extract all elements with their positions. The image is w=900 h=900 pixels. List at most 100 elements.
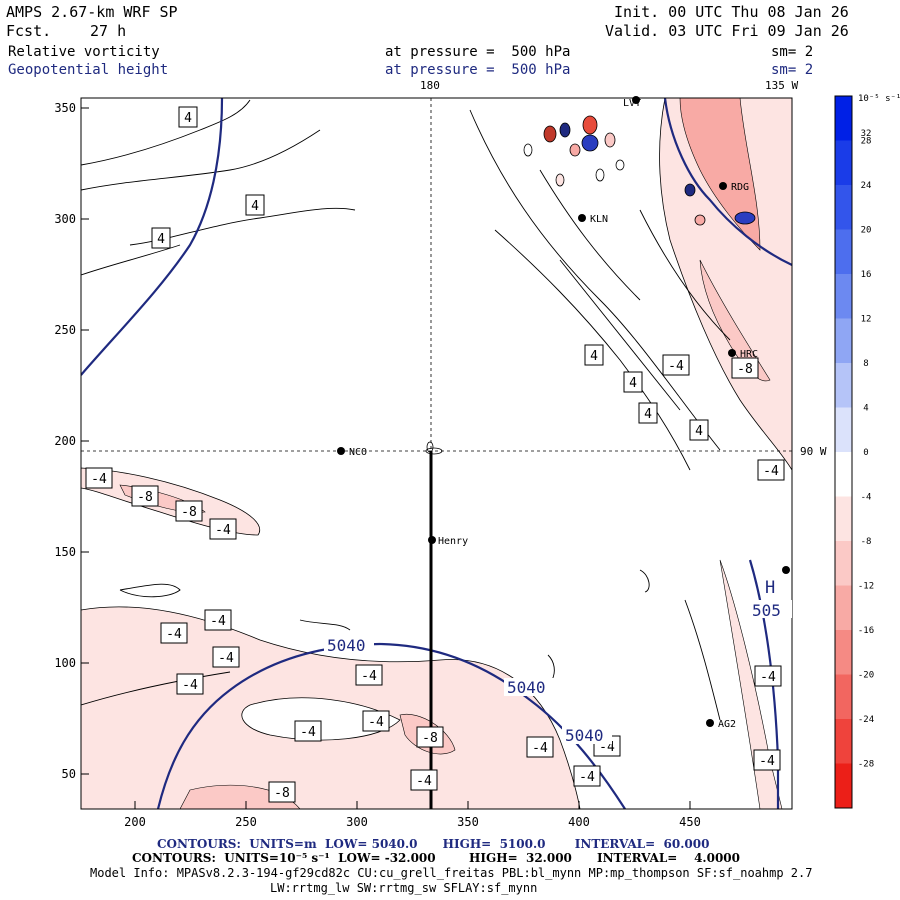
- x-axis: 200 250 300 350 400 450: [124, 801, 701, 829]
- colorbar-swatch: [835, 318, 852, 363]
- station-dot: [337, 447, 345, 455]
- vorticity-label: -4: [759, 754, 775, 769]
- vorticity-contour-info: CONTOURS: UNITS=10⁻⁵ s⁻¹ LOW= -32.000 HI…: [132, 851, 740, 865]
- colorbar-swatch: [835, 719, 852, 764]
- vorticity-label: 4: [644, 407, 652, 422]
- station-dot: [782, 566, 790, 574]
- height-contour-info: CONTOURS: UNITS=m LOW= 5040.0 HIGH= 5100…: [157, 838, 709, 850]
- colorbar-swatch: [835, 185, 852, 230]
- model-title: AMPS 2.67-km WRF SP: [6, 3, 178, 21]
- height-contour-high: 5100.0: [499, 837, 546, 851]
- colorbar-tick-label: 20: [861, 226, 872, 236]
- vorticity-label: -4: [215, 523, 231, 538]
- colorbar: 28 24 20 16 12 8 4 0 -4 -8 -12 -16 -20 -24 -28 32: [834, 95, 874, 809]
- colorbar-tick-label: 12: [861, 315, 872, 325]
- y-axis: 350 300 250 200 150 100 50: [54, 101, 89, 781]
- height-contour-labels: 5040 5040 5040: [324, 636, 612, 745]
- y-tick-label: 350: [54, 101, 76, 115]
- vorticity-label: -4: [668, 359, 684, 374]
- vorticity-label: -8: [737, 362, 753, 377]
- colorbar-swatch: [835, 140, 852, 185]
- vorticity-label: -4: [579, 770, 595, 785]
- colorbar-swatch: [835, 585, 852, 630]
- vorticity-label: -4: [532, 741, 548, 756]
- height-label: 5040: [507, 678, 546, 697]
- vorticity-label: 4: [157, 232, 165, 247]
- station-dot: [706, 719, 714, 727]
- high-value: 505: [752, 601, 781, 620]
- x-tick-label: 450: [679, 815, 701, 829]
- colorbar-swatch: [835, 763, 852, 808]
- x-tick-label: 400: [568, 815, 590, 829]
- colorbar-tick-label: -28: [858, 760, 874, 770]
- colorbar-tick-label: 24: [861, 181, 872, 191]
- vorticity-label: -8: [181, 505, 197, 520]
- height-contour-low: 5040.0: [371, 837, 418, 851]
- model-info-physics: LW:rrtmg_lw SW:rrtmg_sw SFLAY:sf_mynn: [270, 881, 538, 895]
- x-tick-label: 350: [457, 815, 479, 829]
- model-info: Model Info: MPASv8.2.3-194-gf29cd82c CU:…: [90, 866, 813, 880]
- station-dot: [578, 214, 586, 222]
- vorticity-label: 4: [184, 111, 192, 126]
- vorticity-label: 4: [590, 349, 598, 364]
- station-label: RDG: [731, 182, 749, 193]
- colorbar-tick-label: -20: [858, 671, 874, 681]
- height-contour-units: CONTOURS: UNITS=m LOW=: [157, 837, 368, 851]
- field1-smoothing: sm= 2: [771, 44, 814, 60]
- station-label: LVT: [623, 98, 641, 109]
- vorticity-cluster: [523, 115, 756, 226]
- high-pressure-marker: H 505: [752, 578, 792, 620]
- plot-frame: [80, 97, 793, 810]
- colorbar-tick-label: 28: [861, 137, 872, 147]
- vorticity-label: -4: [91, 472, 107, 487]
- vorticity-label: -8: [137, 490, 153, 505]
- south-pole-symbol: [425, 441, 443, 455]
- vorticity-label: -4: [763, 464, 779, 479]
- field2-name: Geopotential height: [8, 62, 169, 78]
- height-contour-interval-label: INTERVAL=: [574, 837, 656, 851]
- colorbar-swatch: [835, 630, 852, 675]
- vorticity-label: -8: [274, 786, 290, 801]
- colorbar-tick-label: -12: [858, 582, 874, 592]
- height-contour-interval: 60.000: [663, 837, 710, 851]
- colorbar-tick-label: -8: [861, 537, 872, 547]
- lon-label-135w: 135 W: [765, 79, 799, 92]
- lon-label-180: 180: [420, 79, 440, 92]
- x-tick-label: 200: [124, 815, 146, 829]
- colorbar-swatch: [835, 407, 852, 452]
- field2-smoothing: sm= 2: [771, 62, 814, 78]
- colorbar-unit: 10⁻⁵ s⁻¹: [858, 94, 900, 104]
- vorticity-label: -4: [416, 774, 432, 789]
- vorticity-label: -4: [166, 627, 182, 642]
- y-tick-label: 150: [54, 545, 76, 559]
- station-label: NCO: [349, 447, 367, 458]
- y-tick-label: 300: [54, 212, 76, 226]
- station-markers: [337, 96, 790, 727]
- colorbar-swatch: [835, 274, 852, 319]
- vorticity-label: -4: [210, 614, 226, 629]
- vorticity-label: -8: [422, 731, 438, 746]
- height-contour-high-label: HIGH=: [442, 837, 492, 851]
- negative-vorticity-shading: [679, 98, 761, 251]
- height-label: 5040: [565, 726, 604, 745]
- valid-time: Valid. 03 UTC Fri 09 Jan 26: [605, 22, 849, 40]
- vorticity-label: -4: [218, 651, 234, 666]
- x-tick-label: 300: [346, 815, 368, 829]
- colorbar-swatch: [835, 96, 852, 141]
- colorbar-tick-label: 0: [863, 448, 868, 458]
- colorbar-tick-label: -16: [858, 626, 874, 636]
- vorticity-label: 4: [629, 376, 637, 391]
- station-dot: [719, 182, 727, 190]
- station-label: Henry: [438, 536, 468, 547]
- colorbar-tick-label: -24: [858, 715, 874, 725]
- field2-level: at pressure = 500 hPa: [385, 62, 571, 78]
- forecast-hours: 27 h: [90, 22, 127, 40]
- y-tick-label: 50: [62, 767, 76, 781]
- vorticity-label: -4: [300, 725, 316, 740]
- height-label: 5040: [327, 636, 366, 655]
- high-letter: H: [765, 578, 775, 598]
- y-tick-label: 100: [54, 656, 76, 670]
- colorbar-swatch: [835, 229, 852, 274]
- colorbar-tick-label: -4: [861, 493, 872, 503]
